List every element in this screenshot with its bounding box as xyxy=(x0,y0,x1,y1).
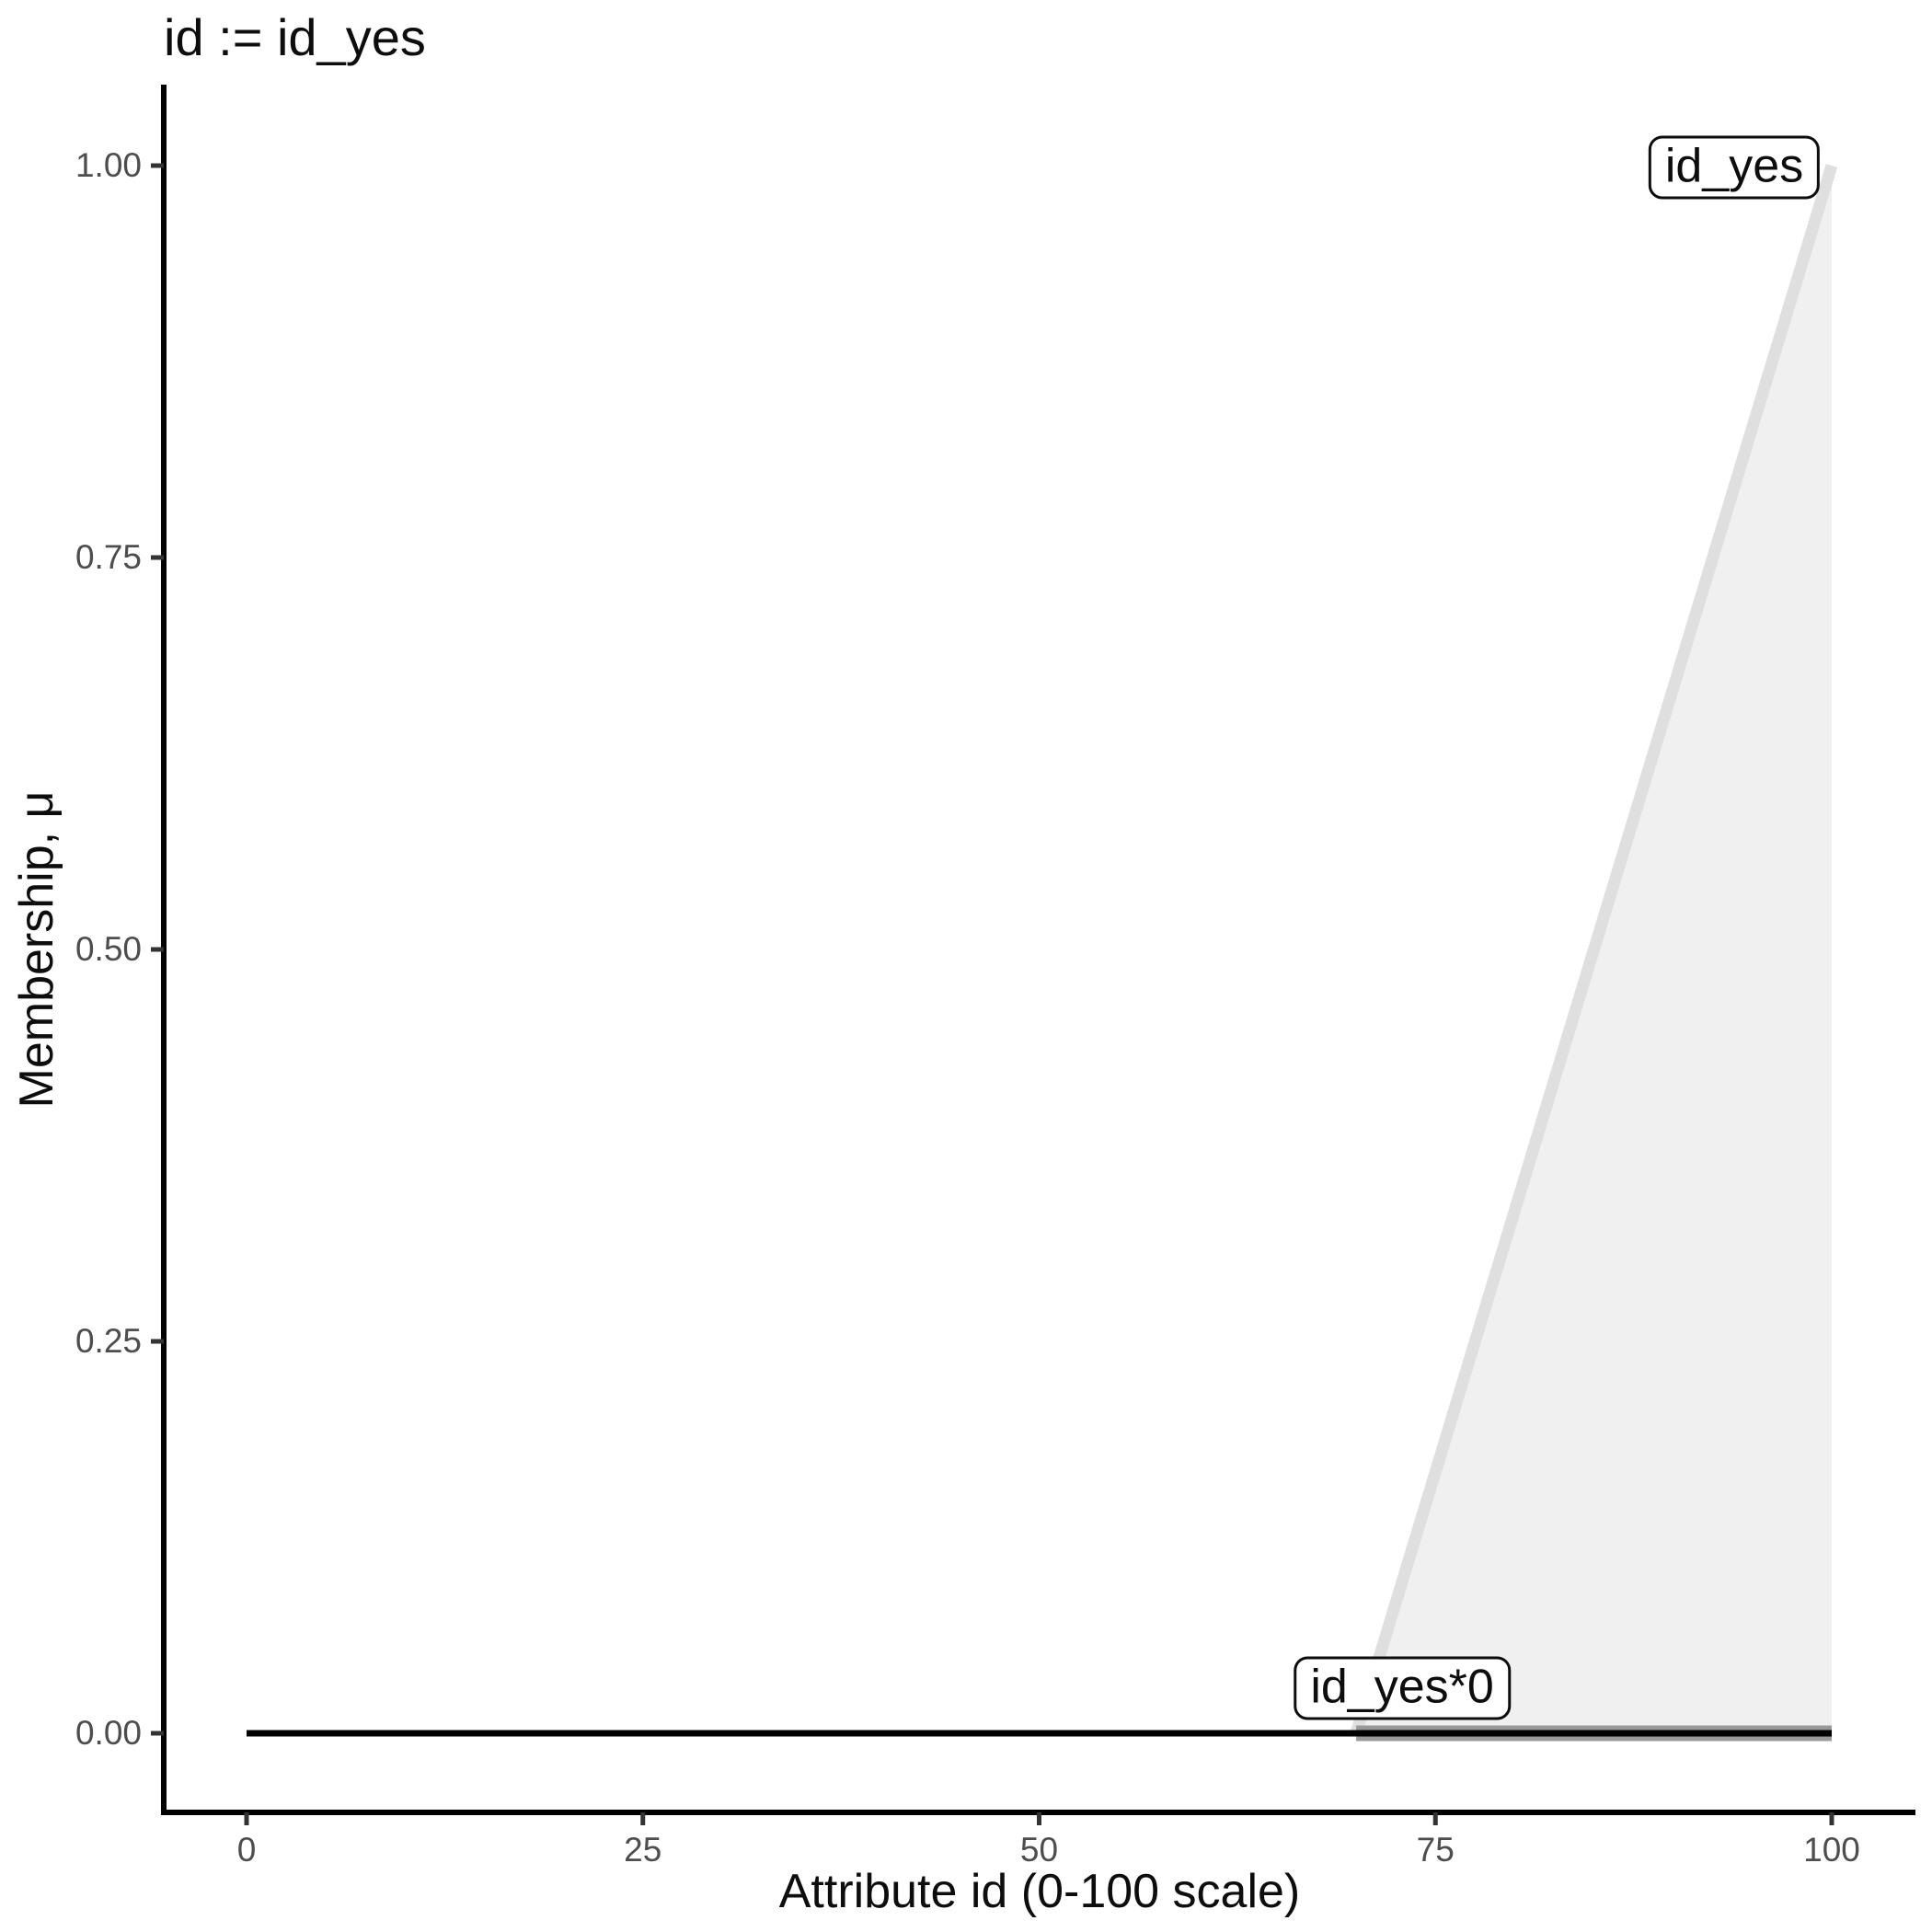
y-tick-label-0.50: 0.50 xyxy=(75,930,142,968)
series-label-id-yes: id_yes xyxy=(1648,135,1821,200)
y-tick-label-1.00: 1.00 xyxy=(75,146,142,184)
x-tick-label-100: 100 xyxy=(1803,1831,1860,1869)
y-axis-title: Membership, μ xyxy=(10,790,63,1109)
x-tick-label-75: 75 xyxy=(1416,1831,1455,1869)
y-tick-label-0.00: 0.00 xyxy=(75,1714,142,1752)
plot-title: id := id_yes xyxy=(164,8,426,66)
x-axis-title: Attribute id (0-100 scale) xyxy=(778,1865,1301,1918)
y-tick-label-0.75: 0.75 xyxy=(75,538,142,576)
series-label-id-yes-times-0: id_yes*0 xyxy=(1294,1656,1511,1720)
x-tick-label-25: 25 xyxy=(624,1831,662,1869)
x-tick-label-0: 0 xyxy=(236,1831,257,1869)
y-tick-label-0.25: 0.25 xyxy=(75,1322,142,1360)
x-tick-label-50: 50 xyxy=(1019,1831,1059,1869)
series-id_yes xyxy=(1350,164,1838,1735)
